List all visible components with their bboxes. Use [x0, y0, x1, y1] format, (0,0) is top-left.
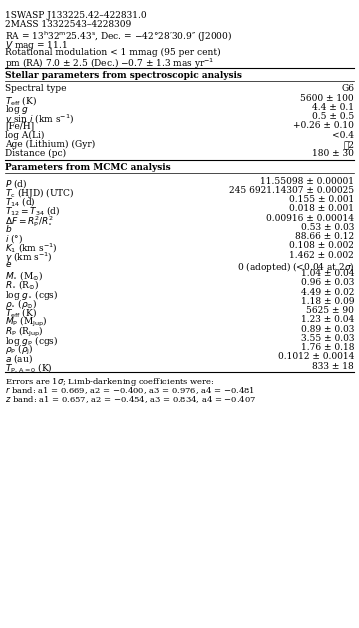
Text: pm (RA) 7.0 ± 2.5 (Dec.) −0.7 ± 1.3 mas yr$^{-1}$: pm (RA) 7.0 ± 2.5 (Dec.) −0.7 ± 1.3 mas … [5, 57, 214, 72]
Text: Parameters from MCMC analysis: Parameters from MCMC analysis [5, 163, 171, 173]
Text: 11.55098 ± 0.00001: 11.55098 ± 0.00001 [260, 176, 354, 186]
Text: $\rho_{\star}$ ($\rho_{\odot}$): $\rho_{\star}$ ($\rho_{\odot}$) [5, 297, 37, 311]
Text: $M_{\star}$ (M$_{\odot}$): $M_{\star}$ (M$_{\odot}$) [5, 269, 43, 282]
Text: 0.53 ± 0.03: 0.53 ± 0.03 [301, 223, 354, 232]
Text: 833 ± 18: 833 ± 18 [312, 362, 354, 371]
Text: 245 6921.14307 ± 0.00025: 245 6921.14307 ± 0.00025 [229, 186, 354, 195]
Text: Rotational modulation < 1 mmag (95 per cent): Rotational modulation < 1 mmag (95 per c… [5, 48, 220, 57]
Text: 0.1012 ± 0.0014: 0.1012 ± 0.0014 [278, 352, 354, 361]
Text: $v$ sin $i$ (km s$^{-1}$): $v$ sin $i$ (km s$^{-1}$) [5, 112, 74, 126]
Text: $a$ (au): $a$ (au) [5, 352, 33, 365]
Text: 4.49 ± 0.02: 4.49 ± 0.02 [301, 288, 354, 296]
Text: <0.4: <0.4 [332, 131, 354, 139]
Text: $e$: $e$ [5, 260, 12, 269]
Text: $T_{\rm P,\, A=0}$ (K): $T_{\rm P,\, A=0}$ (K) [5, 362, 53, 375]
Text: Stellar parameters from spectroscopic analysis: Stellar parameters from spectroscopic an… [5, 72, 242, 80]
Text: $z$ band: a1 = 0.657, a2 = −0.454, a3 = 0.834, a4 = −0.407: $z$ band: a1 = 0.657, a2 = −0.454, a3 = … [5, 394, 256, 405]
Text: $\rho_{\rm P}$ ($\rho_{\rm J}$): $\rho_{\rm P}$ ($\rho_{\rm J}$) [5, 343, 34, 357]
Text: 5600 ± 100: 5600 ± 100 [300, 94, 354, 102]
Text: 0.00916 ± 0.00014: 0.00916 ± 0.00014 [266, 214, 354, 222]
Text: 1.18 ± 0.09: 1.18 ± 0.09 [300, 297, 354, 306]
Text: [Fe/H]: [Fe/H] [5, 121, 34, 131]
Text: log $g$: log $g$ [5, 103, 29, 116]
Text: log $g_{\star}$ (cgs): log $g_{\star}$ (cgs) [5, 288, 59, 301]
Text: Errors are 1$\sigma$; Limb-darkening coefficients were:: Errors are 1$\sigma$; Limb-darkening coe… [5, 376, 215, 388]
Text: 1.23 ± 0.04: 1.23 ± 0.04 [301, 315, 354, 325]
Text: 3.55 ± 0.03: 3.55 ± 0.03 [300, 334, 354, 343]
Text: G6: G6 [341, 84, 354, 94]
Text: Distance (pc): Distance (pc) [5, 149, 66, 158]
Text: 0.5 ± 0.5: 0.5 ± 0.5 [312, 112, 354, 121]
Text: $T_{\rm eff}$ (K): $T_{\rm eff}$ (K) [5, 306, 37, 319]
Text: 5625 ± 90: 5625 ± 90 [306, 306, 354, 315]
Text: $\Delta F = R_{\rm P}^2/R_{\star}^2$: $\Delta F = R_{\rm P}^2/R_{\star}^2$ [5, 214, 54, 229]
Text: 4.4 ± 0.1: 4.4 ± 0.1 [312, 103, 354, 112]
Text: 88.66 ± 0.12: 88.66 ± 0.12 [295, 232, 354, 241]
Text: $b$: $b$ [5, 223, 12, 234]
Text: Spectral type: Spectral type [5, 84, 66, 94]
Text: $T_{12} = T_{34}$ (d): $T_{12} = T_{34}$ (d) [5, 204, 60, 217]
Text: 1.462 ± 0.002: 1.462 ± 0.002 [289, 251, 354, 259]
Text: +0.26 ± 0.10: +0.26 ± 0.10 [293, 121, 354, 131]
Text: $\gamma$ (km s$^{-1}$): $\gamma$ (km s$^{-1}$) [5, 251, 52, 265]
Text: 1.76 ± 0.18: 1.76 ± 0.18 [300, 343, 354, 352]
Text: $T_{\rm eff}$ (K): $T_{\rm eff}$ (K) [5, 94, 37, 107]
Text: $T_{\rm c}$ (HJD) (UTC): $T_{\rm c}$ (HJD) (UTC) [5, 186, 74, 200]
Text: 0.96 ± 0.03: 0.96 ± 0.03 [301, 278, 354, 288]
Text: $T_{14}$ (d): $T_{14}$ (d) [5, 195, 36, 208]
Text: $P$ (d): $P$ (d) [5, 176, 27, 190]
Text: Age (Lithium) (Gyr): Age (Lithium) (Gyr) [5, 140, 95, 149]
Text: $R_{\rm P}$ (R$_{\rm Jup}$): $R_{\rm P}$ (R$_{\rm Jup}$) [5, 325, 43, 338]
Text: 2MASS 13322543–4228309: 2MASS 13322543–4228309 [5, 20, 131, 29]
Text: $K_1$ (km s$^{-1}$): $K_1$ (km s$^{-1}$) [5, 241, 57, 255]
Text: ≳2: ≳2 [343, 140, 354, 149]
Text: $M_{\rm P}$ (M$_{\rm Jup}$): $M_{\rm P}$ (M$_{\rm Jup}$) [5, 315, 47, 330]
Text: 0.108 ± 0.002: 0.108 ± 0.002 [289, 241, 354, 251]
Text: log A(Li): log A(Li) [5, 131, 44, 140]
Text: $V$ mag = 11.1: $V$ mag = 11.1 [5, 38, 68, 51]
Text: $R_{\star}$ (R$_{\odot}$): $R_{\star}$ (R$_{\odot}$) [5, 278, 39, 291]
Text: 1SWASP J133225.42–422831.0: 1SWASP J133225.42–422831.0 [5, 11, 146, 19]
Text: 0 (adopted) (<0.04 at 2$\sigma$): 0 (adopted) (<0.04 at 2$\sigma$) [237, 260, 354, 274]
Text: 180 ± 30: 180 ± 30 [312, 149, 354, 158]
Text: 0.018 ± 0.001: 0.018 ± 0.001 [289, 204, 354, 214]
Text: $r$ band: a1 = 0.669, a2 = −0.400, a3 = 0.976, a4 = −0.481: $r$ band: a1 = 0.669, a2 = −0.400, a3 = … [5, 385, 255, 396]
Text: 0.155 ± 0.001: 0.155 ± 0.001 [289, 195, 354, 204]
Text: log $g_{\rm P}$ (cgs): log $g_{\rm P}$ (cgs) [5, 334, 58, 348]
Text: $i$ (°): $i$ (°) [5, 232, 23, 245]
Text: 0.89 ± 0.03: 0.89 ± 0.03 [301, 325, 354, 333]
Text: 1.04 ± 0.04: 1.04 ± 0.04 [300, 269, 354, 278]
Text: RA = 13$^{\rm h}$32$^{\rm m}$25.43$^{\rm s}$, Dec. = −42°28′30.9″ (J2000): RA = 13$^{\rm h}$32$^{\rm m}$25.43$^{\rm… [5, 30, 232, 44]
